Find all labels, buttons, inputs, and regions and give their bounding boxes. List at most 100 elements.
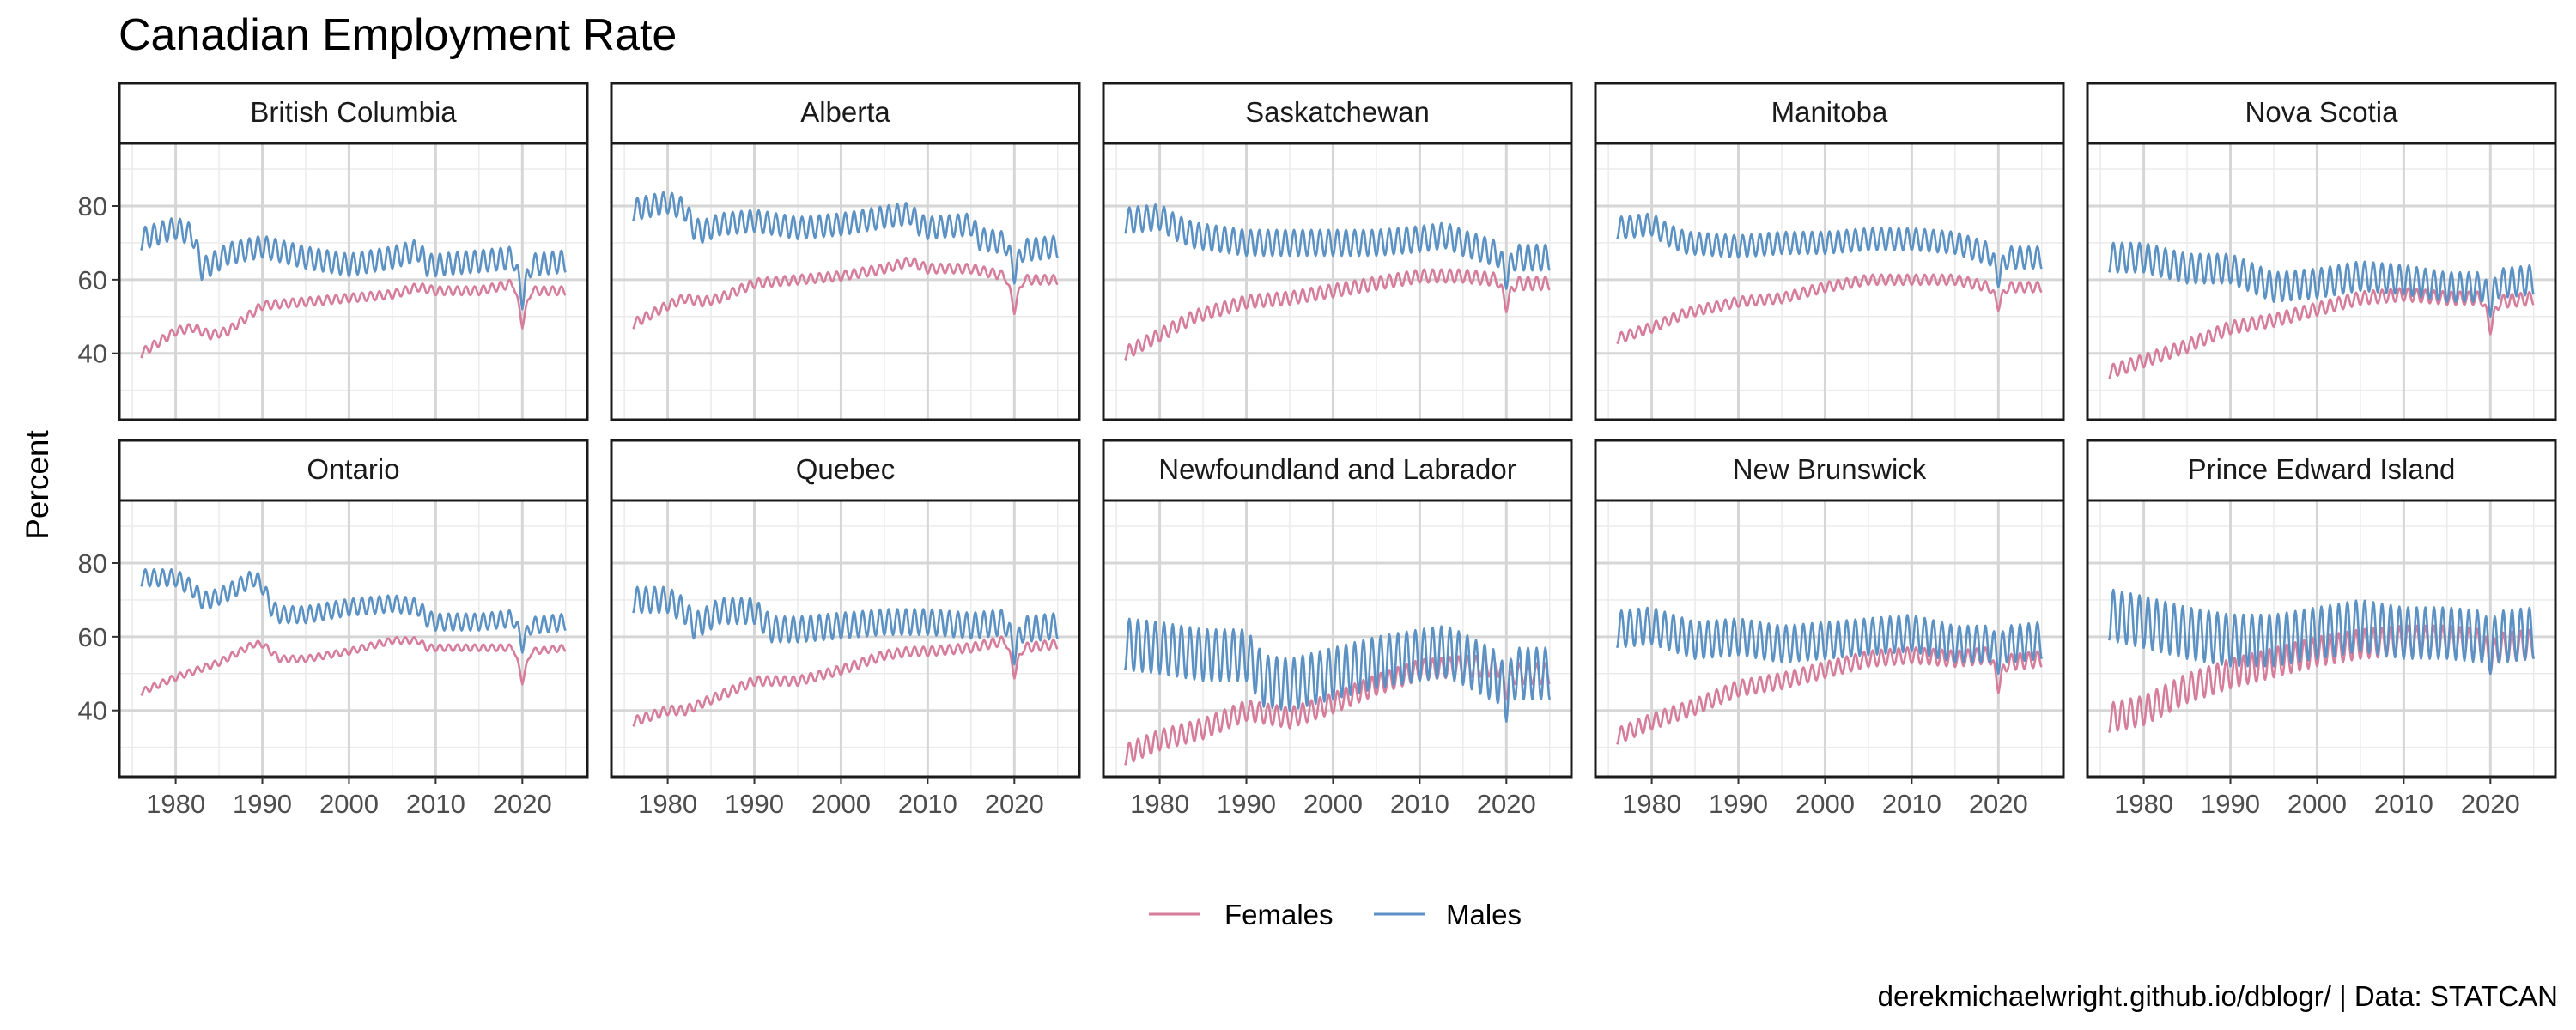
- series-line-males: [1124, 203, 1551, 290]
- y-tick-label: 40: [78, 339, 107, 369]
- panel-manitoba: Manitoba: [1594, 82, 2065, 421]
- panel-alberta: Alberta: [610, 82, 1081, 421]
- strip-box: [1102, 439, 1573, 502]
- plot-background: [1595, 500, 2063, 777]
- strip-label: Alberta: [800, 96, 890, 128]
- series-line-females: [1124, 268, 1551, 361]
- panel-border: [1594, 499, 2065, 779]
- panel-border: [1102, 142, 1573, 421]
- x-tick-label: 1980: [1622, 789, 1681, 819]
- panel-new-brunswick: New Brunswick 1980 1990 2000 2010 2020: [1594, 439, 2065, 819]
- plot-background: [119, 500, 587, 777]
- x-tick-label: 2020: [493, 789, 552, 819]
- panel-border: [2086, 142, 2557, 421]
- x-tick-label: 2020: [985, 789, 1044, 819]
- legend-item-females: Females: [1149, 899, 1334, 930]
- series-line-females: [140, 635, 567, 697]
- strip-label: Nova Scotia: [2245, 96, 2399, 128]
- x-tick-label: 1980: [1130, 789, 1189, 819]
- strip-label: British Columbia: [250, 96, 457, 128]
- gridlines: [2087, 500, 2555, 777]
- legend: Females Males: [1149, 899, 1522, 930]
- gridlines: [2087, 143, 2555, 420]
- series-line-males: [632, 585, 1059, 666]
- gridlines: [1595, 143, 2063, 420]
- y-tick-label: 60: [78, 265, 107, 295]
- series-line-males: [2108, 241, 2535, 318]
- x-tick-label: 1980: [146, 789, 205, 819]
- plot-background: [119, 143, 587, 420]
- x-tick-label: 1980: [638, 789, 697, 819]
- strip-box: [2086, 439, 2557, 502]
- gridlines: [1103, 500, 1571, 777]
- plot-background: [1103, 500, 1571, 777]
- x-tick-label: 2000: [1795, 789, 1855, 819]
- x-tick-label: 2020: [1477, 789, 1536, 819]
- panel-border: [118, 499, 589, 779]
- strip-label: Quebec: [796, 453, 896, 485]
- gridlines: [611, 143, 1079, 420]
- x-tick-label: 2010: [898, 789, 957, 819]
- series-line-females: [632, 256, 1059, 330]
- strip-box: [2086, 82, 2557, 145]
- series-line-males: [140, 217, 567, 311]
- strip-box: [118, 439, 589, 502]
- x-tick-label: 1990: [725, 789, 784, 819]
- x-tick-label: 2000: [319, 789, 379, 819]
- panel-border: [1102, 499, 1573, 779]
- panel-quebec: Quebec 1980 1990 2000 2010 2020: [610, 439, 1081, 819]
- series-line-females: [2108, 287, 2535, 379]
- series-line-males: [140, 567, 567, 654]
- y-axis-title: Percent: [20, 430, 55, 540]
- panel-border: [2086, 499, 2557, 779]
- panel-saskatchewan: Saskatchewan: [1102, 82, 1573, 421]
- x-tick-label: 2010: [1390, 789, 1449, 819]
- x-tick-label: 2010: [1882, 789, 1941, 819]
- strip-label: New Brunswick: [1733, 453, 1927, 485]
- series-line-females: [632, 635, 1059, 728]
- x-tick-label: 2020: [2461, 789, 2520, 819]
- legend-label: Males: [1446, 899, 1522, 930]
- x-tick-label: 2000: [1303, 789, 1363, 819]
- panel-border: [1594, 142, 2065, 421]
- strip-box: [610, 82, 1081, 145]
- caption: derekmichaelwright.github.io/dblogr/ | D…: [1878, 980, 2558, 1012]
- strip-label: Manitoba: [1771, 96, 1888, 128]
- legend-label: Females: [1224, 899, 1334, 930]
- series-line-males: [632, 191, 1059, 285]
- strip-label: Saskatchewan: [1245, 96, 1430, 128]
- y-tick-label: 40: [78, 696, 107, 726]
- x-tick-label: 2020: [1969, 789, 2028, 819]
- y-tick-label: 80: [78, 191, 107, 221]
- x-tick-label: 2010: [2374, 789, 2433, 819]
- strip-box: [118, 82, 589, 145]
- series-line-males: [2107, 588, 2536, 676]
- strip-box: [1102, 82, 1573, 145]
- y-tick-label: 60: [78, 622, 107, 652]
- plot-background: [611, 500, 1079, 777]
- x-tick-label: 2000: [2287, 789, 2347, 819]
- panel-prince-edward-island: Prince Edward Island 1980 1990 2000 2010 2020: [2086, 439, 2557, 819]
- series-line-females: [1616, 273, 2043, 345]
- x-tick-label: 2000: [811, 789, 871, 819]
- x-tick-label: 1980: [2114, 789, 2173, 819]
- legend-item-males: Males: [1374, 899, 1522, 930]
- chart-title: Canadian Employment Rate: [118, 10, 677, 60]
- facet-panels: British Columbia 40 60 80 Alberta Saskatchewa…: [78, 82, 2557, 819]
- x-tick-label: 1990: [1217, 789, 1276, 819]
- x-tick-label: 1990: [2201, 789, 2260, 819]
- strip-label: Ontario: [307, 453, 399, 485]
- series-line-females: [140, 278, 567, 359]
- panel-newfoundland-and-labrador: Newfoundland and Labrador 1980 1990 2000 201…: [1102, 439, 1573, 819]
- panel-border: [610, 142, 1081, 421]
- x-tick-label: 1990: [1709, 789, 1768, 819]
- plot-background: [2087, 143, 2555, 420]
- x-tick-label: 2010: [406, 789, 465, 819]
- series-line-males: [1616, 212, 2043, 288]
- plot-background: [1103, 143, 1571, 420]
- panel-border: [610, 499, 1081, 779]
- strip-label: Newfoundland and Labrador: [1158, 453, 1516, 485]
- panel-british-columbia: British Columbia 40 60 80: [78, 82, 589, 421]
